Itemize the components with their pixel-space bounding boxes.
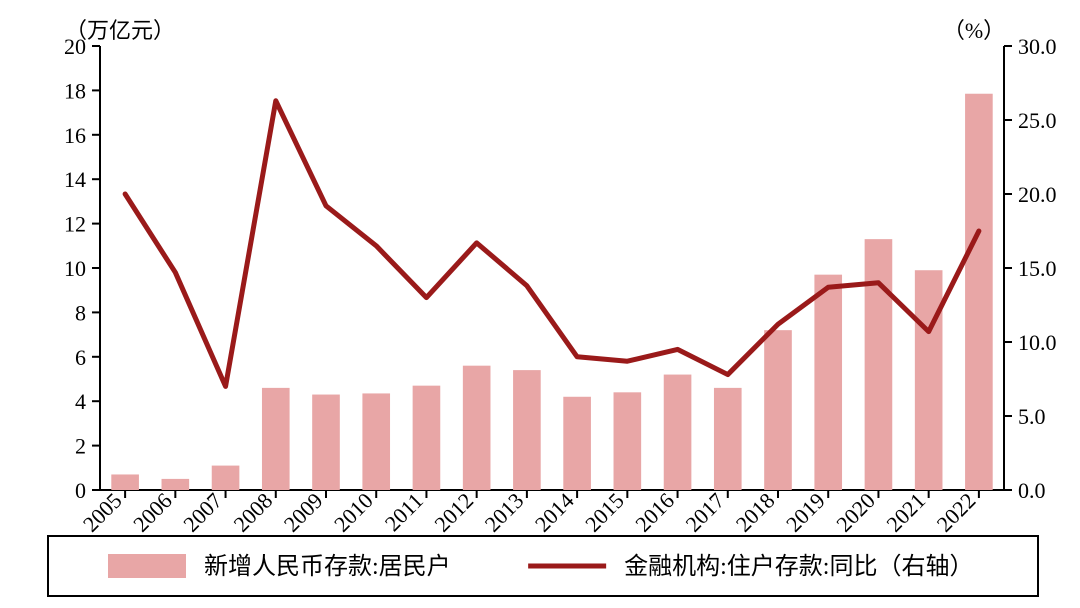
left-axis-tick-label: 18: [64, 78, 86, 103]
left-axis-tick-label: 8: [75, 300, 86, 325]
x-axis-label: 2021: [881, 488, 930, 537]
x-axis-label: 2012: [429, 488, 478, 537]
bar: [865, 239, 893, 490]
legend-swatch: [108, 554, 186, 578]
left-axis-tick-label: 10: [64, 256, 86, 281]
x-axis-label: 2020: [831, 488, 880, 537]
dual-axis-chart: （万亿元）（%）024681012141618200.05.010.015.02…: [0, 0, 1080, 608]
right-axis-tick-label: 0.0: [1018, 478, 1046, 503]
x-axis-label: 2009: [279, 488, 328, 537]
right-axis-tick-label: 10.0: [1018, 330, 1057, 355]
bar: [262, 388, 290, 490]
x-axis-label: 2018: [731, 488, 780, 537]
right-axis-tick-label: 20.0: [1018, 182, 1057, 207]
bar: [965, 94, 993, 490]
x-axis-label: 2011: [380, 488, 428, 536]
x-axis-label: 2017: [681, 488, 730, 537]
bar: [212, 466, 240, 490]
bar: [111, 474, 139, 490]
left-axis-tick-label: 2: [75, 434, 86, 459]
bar: [413, 386, 441, 490]
x-axis-label: 2022: [932, 488, 981, 537]
bar: [162, 479, 190, 490]
left-axis-tick-label: 20: [64, 34, 86, 59]
bar: [764, 330, 792, 490]
legend-label: 新增人民币存款:居民户: [204, 553, 451, 580]
left-axis-tick-label: 0: [75, 478, 86, 503]
chart-svg: （万亿元）（%）024681012141618200.05.010.015.02…: [0, 0, 1080, 608]
x-axis-label: 2010: [329, 488, 378, 537]
x-axis-label: 2007: [178, 488, 227, 537]
line-series: [125, 101, 979, 387]
left-axis-tick-label: 12: [64, 212, 86, 237]
x-axis-label: 2016: [630, 488, 679, 537]
bar: [563, 397, 591, 490]
x-axis-label: 2006: [128, 488, 177, 537]
bar: [463, 366, 491, 490]
bar: [814, 275, 842, 490]
bar: [513, 370, 541, 490]
x-axis-label: 2015: [580, 488, 629, 537]
x-axis-label: 2019: [781, 488, 830, 537]
x-axis-label: 2008: [229, 488, 278, 537]
bar: [664, 375, 692, 490]
bar: [362, 393, 390, 490]
bar: [714, 388, 742, 490]
right-axis-title: （%）: [943, 18, 1005, 43]
right-axis-tick-label: 30.0: [1018, 34, 1057, 59]
x-axis-label: 2014: [530, 488, 579, 537]
left-axis-tick-label: 6: [75, 345, 86, 370]
x-axis-label: 2013: [480, 488, 529, 537]
right-axis-tick-label: 5.0: [1018, 404, 1046, 429]
right-axis-tick-label: 25.0: [1018, 108, 1057, 133]
bar: [915, 270, 943, 490]
legend-label: 金融机构:住户存款:同比（右轴）: [624, 553, 973, 580]
left-axis-tick-label: 4: [75, 389, 86, 414]
right-axis-tick-label: 15.0: [1018, 256, 1057, 281]
left-axis-tick-label: 14: [64, 167, 86, 192]
bar: [614, 392, 642, 490]
left-axis-tick-label: 16: [64, 123, 86, 148]
bar: [312, 395, 340, 490]
